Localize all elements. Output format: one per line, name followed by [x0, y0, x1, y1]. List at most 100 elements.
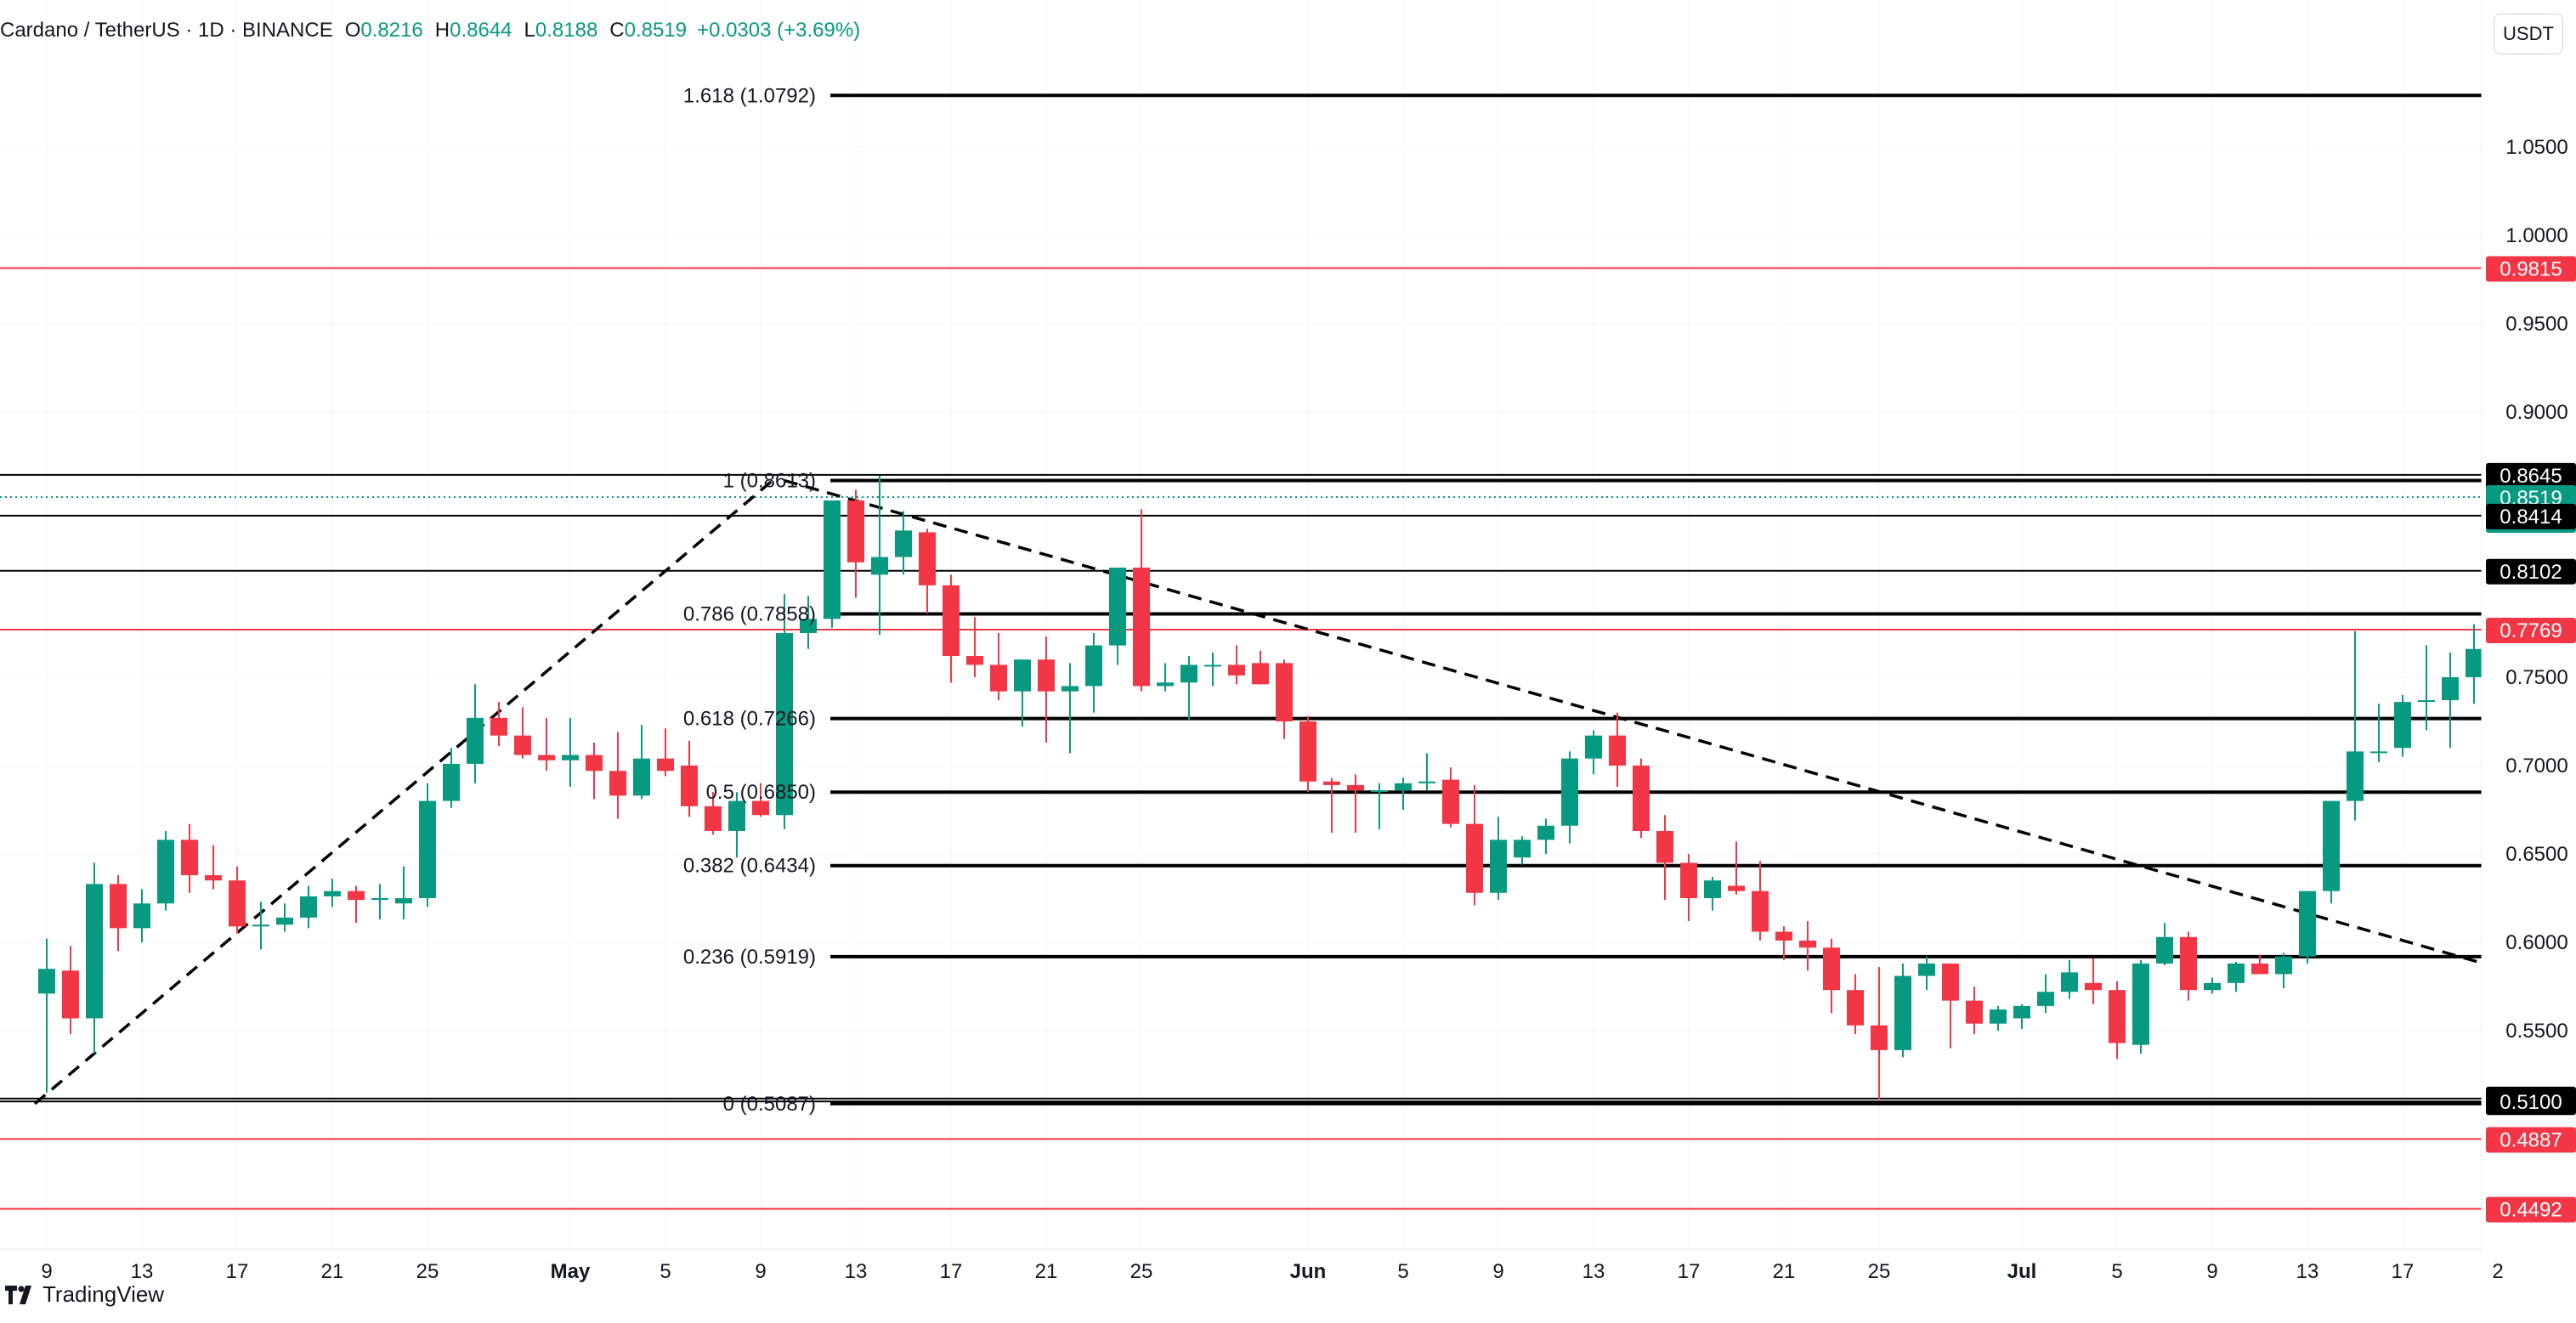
candle-body — [1585, 735, 1602, 759]
candle-up — [1418, 753, 1435, 791]
candle-body — [419, 800, 436, 898]
price-tag-label: 0.9815 — [2500, 257, 2562, 280]
candle-body — [1728, 885, 1745, 891]
candle-body — [633, 758, 650, 796]
candle-body — [919, 532, 936, 585]
candle-body — [1894, 975, 1911, 1050]
price-tag — [2486, 1089, 2576, 1116]
candle-body — [62, 970, 79, 1019]
candle-down — [1466, 784, 1483, 906]
candle-body — [562, 755, 579, 760]
candle-body — [1847, 990, 1864, 1026]
time-tick-label: 17 — [226, 1260, 249, 1283]
candle-body — [276, 917, 293, 925]
fib-label: 0.786 (0.7858) — [683, 603, 816, 626]
candle-body — [2442, 677, 2459, 701]
price-tick-label: 0.6000 — [2505, 931, 2568, 954]
candle-down — [1252, 650, 1269, 685]
candle-body — [1466, 823, 1483, 893]
price-axis[interactable]: 0.5500 0.6000 0.6500 0.7000 0.7500 0.9000 0.95… — [2482, 0, 2576, 1323]
candle-body — [1942, 963, 1959, 1001]
candle-body — [943, 585, 960, 657]
candle-body — [1252, 663, 1269, 685]
candle-body — [1871, 1025, 1888, 1050]
candle-body — [467, 717, 484, 764]
time-tick-label: 9 — [755, 1260, 766, 1283]
tradingview-logo-icon — [5, 1285, 31, 1304]
time-axis-bg — [0, 1249, 2576, 1323]
price-tag-label: 0.4887 — [2500, 1129, 2562, 1152]
candle-up — [86, 862, 103, 1054]
candle-body — [1656, 830, 1673, 863]
candle-body — [966, 656, 983, 665]
candle-body — [1062, 686, 1079, 692]
candle-down — [1347, 774, 1364, 834]
candle-body — [728, 800, 745, 831]
candle-body — [2061, 972, 2078, 992]
time-tick-label: 9 — [41, 1260, 52, 1283]
candle-body — [2109, 990, 2126, 1043]
candle-body — [1395, 783, 1412, 791]
candle-down — [657, 728, 674, 777]
time-tick-label: 13 — [2296, 1260, 2319, 1283]
price-tags: 0.98150.86450.851921:39:10.84140.81020.7… — [2486, 256, 2576, 1223]
candle-down — [229, 866, 246, 934]
candle-body — [1752, 890, 1769, 932]
tradingview-wordmark: TradingView — [42, 1281, 165, 1307]
fib-label: 0.618 (0.7266) — [683, 708, 816, 731]
candle-down — [1299, 715, 1316, 793]
candle-body — [1299, 721, 1316, 782]
time-tick-label: 9 — [2206, 1260, 2217, 1283]
candle-down — [1038, 636, 1055, 743]
candle-body — [2037, 992, 2054, 1006]
candle-body — [1966, 1000, 1983, 1024]
candle-up — [2275, 953, 2292, 989]
time-axis[interactable]: 9 13 17 21 25 May 5 9 13 17 21 25 Jun 5 9 13 17 21 25 Jul 5 9… — [0, 1248, 2576, 1323]
currency-unit-button[interactable]: USDT — [2494, 14, 2563, 54]
time-tick-label: 21 — [1773, 1260, 1796, 1283]
candle-down — [1276, 659, 1293, 739]
price-tag — [2486, 503, 2576, 529]
candle-down — [538, 717, 555, 772]
candle-body — [2180, 936, 2197, 991]
open-value: 0.8216 — [360, 19, 423, 42]
candlestick-series — [38, 475, 2530, 1100]
candle-up — [1371, 783, 1388, 829]
candle-down — [2085, 958, 2102, 1004]
time-tick-label: 2 — [2492, 1260, 2503, 1283]
candle-down — [1323, 777, 1340, 834]
candle-body — [300, 896, 317, 918]
candle-body — [1323, 781, 1340, 785]
candle-down — [1609, 712, 1626, 787]
candle-body — [2275, 956, 2292, 975]
candle-up — [562, 717, 579, 787]
candle-body — [514, 735, 531, 755]
time-tick-label: 17 — [940, 1260, 963, 1283]
candle-up — [800, 596, 817, 649]
candle-up — [871, 475, 888, 636]
candle-up — [824, 500, 841, 628]
symbol-title[interactable]: Cardano / TetherUS · 1D · BINANCE — [0, 19, 333, 42]
tradingview-logo[interactable]: TradingView — [5, 1281, 164, 1308]
candle-up — [1085, 633, 1102, 713]
candle-body — [1561, 758, 1578, 826]
candle-body — [1537, 825, 1554, 840]
fib-label: 0 (0.5087) — [723, 1093, 816, 1116]
candle-up — [252, 902, 269, 950]
candle-body — [38, 969, 55, 994]
candle-body — [395, 898, 412, 904]
time-tick-label: 25 — [1868, 1260, 1891, 1283]
candle-body — [1418, 781, 1435, 783]
time-tick-label: May — [551, 1260, 591, 1283]
candle-up — [1894, 963, 1911, 1058]
candle-down — [2109, 981, 2126, 1060]
candle-up — [1514, 836, 1531, 865]
candle-body — [847, 500, 864, 563]
time-tick-label: 21 — [1035, 1260, 1058, 1283]
candle-up — [1180, 656, 1197, 720]
candle-body — [2347, 751, 2364, 801]
price-tick-label: 0.9500 — [2505, 313, 2568, 336]
candle-down — [752, 783, 769, 817]
high-value: 0.8644 — [450, 19, 512, 42]
